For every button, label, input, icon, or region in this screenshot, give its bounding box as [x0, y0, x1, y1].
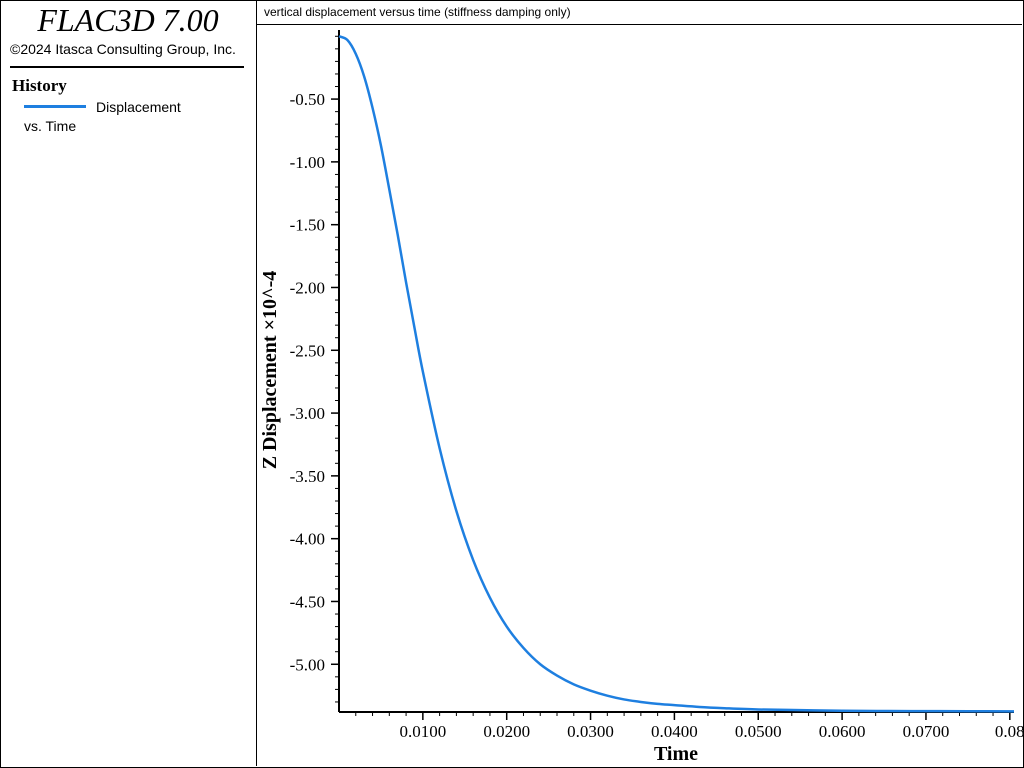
copyright-notice: ©2024 Itasca Consulting Group, Inc.: [10, 41, 236, 57]
x-axis: 0.0100 0.0200 0.0300 0.0400 0.0500 0.0600 0.07…: [339, 711, 1024, 741]
plot-title-bar: [257, 0, 1022, 25]
y-tick-label: -0.50: [290, 90, 325, 109]
series-group: [338, 35, 1015, 713]
y-tick-label: -5.00: [290, 655, 325, 674]
y-tick-label: -4.00: [290, 530, 325, 549]
legend-line-swatch: [24, 105, 86, 108]
y-tick-label: -4.50: [290, 592, 325, 611]
x-tick-label: 0.0400: [651, 722, 698, 741]
y-axis: -0.50 -1.00 -1.50 -2.00 -2.50 -3.00 -3.50 -4.00…: [290, 30, 340, 712]
y-tick-label: -2.00: [290, 278, 325, 297]
plot-title: vertical displacement versus time (stiff…: [264, 5, 571, 19]
y-tick-label: -3.00: [290, 404, 325, 423]
y-axis-title: Z Displacement ×10^-4: [259, 271, 281, 470]
y-tick-label: -2.50: [290, 341, 325, 360]
legend-panel: FLAC3D 7.00 ©2024 Itasca Consulting Grou…: [0, 0, 257, 766]
x-tick-label: 0.0100: [399, 722, 446, 741]
legend-item-label-continued: vs. Time: [24, 118, 77, 134]
x-tick-label: 0.0700: [903, 722, 950, 741]
x-tick-label: 0.0500: [735, 722, 782, 741]
y-tick-label: -3.50: [290, 467, 325, 486]
y-tick-label: -1.00: [290, 153, 325, 172]
legend-divider: [10, 66, 244, 68]
x-tick-label: 0.0300: [567, 722, 614, 741]
app-title: FLAC3D 7.00: [37, 2, 219, 38]
x-axis-title: Time: [654, 743, 698, 765]
y-tick-label: -1.50: [290, 216, 325, 235]
legend-item-label: Displacement: [96, 99, 181, 115]
displacement-series-line: [338, 35, 1015, 713]
x-tick-label: 0.08: [995, 722, 1024, 741]
x-tick-label: 0.0200: [483, 722, 530, 741]
legend-heading: History: [12, 76, 67, 95]
x-tick-label: 0.0600: [819, 722, 866, 741]
